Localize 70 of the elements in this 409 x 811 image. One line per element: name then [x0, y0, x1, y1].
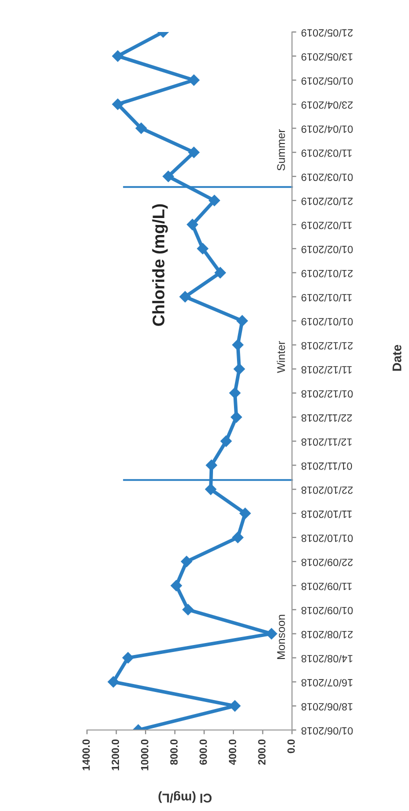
y-tick-label: 11/02/2019: [302, 222, 352, 230]
point: [206, 460, 218, 471]
point: [122, 652, 134, 664]
y-tick-label: 01/10/2018: [301, 534, 353, 542]
point: [162, 170, 174, 182]
y-tick-label: 01/03/2019: [302, 174, 353, 182]
point: [232, 339, 244, 351]
x-tick-label: 200.0: [258, 739, 266, 765]
x-tick-label: 400.0: [228, 739, 236, 765]
point: [230, 411, 242, 423]
y-tick-label: 16/07/2018: [301, 679, 352, 687]
point: [112, 50, 124, 62]
point: [182, 604, 194, 616]
y-tick-label: 01/02/2019: [302, 246, 353, 254]
point: [240, 508, 251, 519]
point: [108, 676, 119, 688]
y-tick-label: 01/05/2019: [302, 77, 353, 85]
y-tick-label: 21/12/2018: [301, 342, 353, 350]
y-tick-label: 13/05/2019: [302, 53, 352, 61]
point: [220, 436, 232, 447]
x-tick-label: 1000.0: [140, 739, 148, 770]
x-axis-title: Cl (mg/L): [158, 791, 212, 803]
y-tick-label: 11/03/2019: [302, 150, 352, 158]
x-tick-label: 0.0: [287, 739, 295, 754]
annotation: Winter: [276, 341, 285, 373]
x-tick-label: 800.0: [170, 739, 178, 765]
y-tick-label: 22/10/2018: [301, 486, 353, 494]
y-tick-label: 21/01/2019: [302, 270, 353, 278]
x-tick-label: 1400.0: [82, 739, 90, 770]
y-tick-label: 22/11/2018: [301, 414, 352, 422]
y-tick-label: 21/02/2019: [302, 198, 353, 206]
y-tick-label: 11/12/2018: [301, 366, 352, 374]
y-axis-title: Date: [392, 344, 402, 371]
point: [136, 122, 147, 134]
point: [186, 218, 198, 230]
y-tick-label: 21/08/2018: [301, 630, 353, 639]
point: [180, 556, 192, 568]
point: [170, 580, 182, 592]
y-tick-label: 01/04/2019: [302, 125, 353, 134]
y-tick-label: 11/01/2019: [302, 294, 352, 302]
y-tick-label: 23/04/2019: [302, 101, 353, 110]
point: [214, 267, 226, 278]
y-tick-label: 01/01/2019: [302, 318, 353, 326]
y-tick-label: 12/11/2018: [301, 438, 352, 446]
point: [197, 243, 208, 254]
y-tick-label: 21/05/2019: [302, 29, 353, 37]
x-tick-label: 600.0: [200, 739, 207, 765]
point: [188, 146, 200, 158]
annotation: Summer: [277, 129, 285, 170]
y-tick-label: 14/08/2018: [301, 654, 352, 663]
annotation: Monsoon: [277, 614, 285, 659]
text: Chloride (mg/L): [152, 204, 168, 326]
point: [232, 532, 244, 544]
y-tick-label: 11/09/2018: [301, 582, 352, 590]
y-tick-label: 01/11/2018: [301, 462, 352, 470]
point: [205, 484, 216, 495]
x-tick-label: 1200.0: [112, 739, 120, 770]
y-tick-label: 18/06/2018: [301, 703, 352, 711]
point: [180, 291, 191, 302]
point: [188, 74, 200, 86]
point: [208, 194, 220, 206]
point: [236, 315, 248, 326]
y-tick-label: 11/10/2018: [301, 510, 352, 518]
point: [229, 387, 240, 399]
y-tick-label: 01/06/2018: [301, 727, 353, 735]
y-tick-label: 01/09/2018: [301, 606, 353, 615]
y-tick-label: 01/12/2018: [301, 390, 353, 398]
point: [112, 98, 124, 110]
y-tick-label: 22/09/2018: [301, 558, 353, 566]
point: [234, 363, 245, 375]
